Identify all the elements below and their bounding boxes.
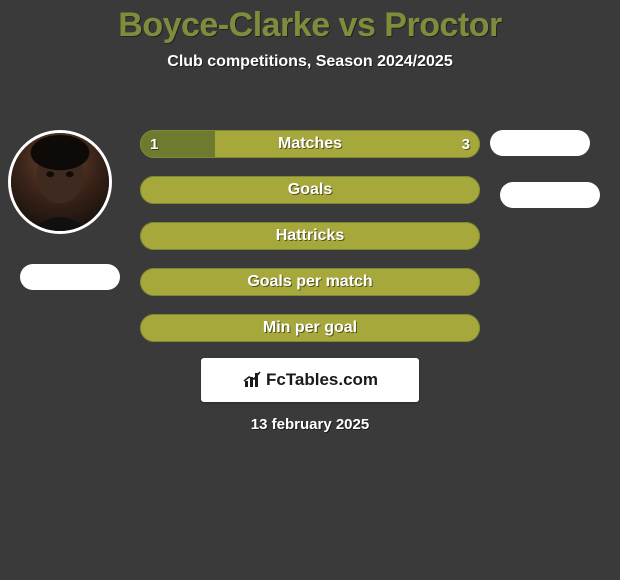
page-subtitle: Club competitions, Season 2024/2025 — [0, 53, 620, 71]
watermark: FcTables.com — [201, 358, 419, 402]
player-right-name-pill-1 — [490, 130, 590, 156]
stat-bar: Min per goal — [140, 314, 480, 342]
player-right-name-pill-2 — [500, 182, 600, 208]
avatar-placeholder-icon — [11, 133, 109, 231]
stat-bar: Goals per match — [140, 268, 480, 296]
stat-bar: Goals — [140, 176, 480, 204]
player-left-avatar — [8, 130, 112, 234]
stat-bar: Matches13 — [140, 130, 480, 158]
watermark-text: FcTables.com — [266, 370, 378, 390]
watermark-chart-icon — [242, 371, 264, 389]
page-title: Boyce-Clarke vs Proctor — [0, 6, 620, 45]
date-label: 13 february 2025 — [0, 416, 620, 433]
stat-bar: Hattricks — [140, 222, 480, 250]
comparison-bars: Matches13 Goals Hattricks Goals per match Mi… — [140, 130, 480, 360]
player-left-name-pill — [20, 264, 120, 290]
